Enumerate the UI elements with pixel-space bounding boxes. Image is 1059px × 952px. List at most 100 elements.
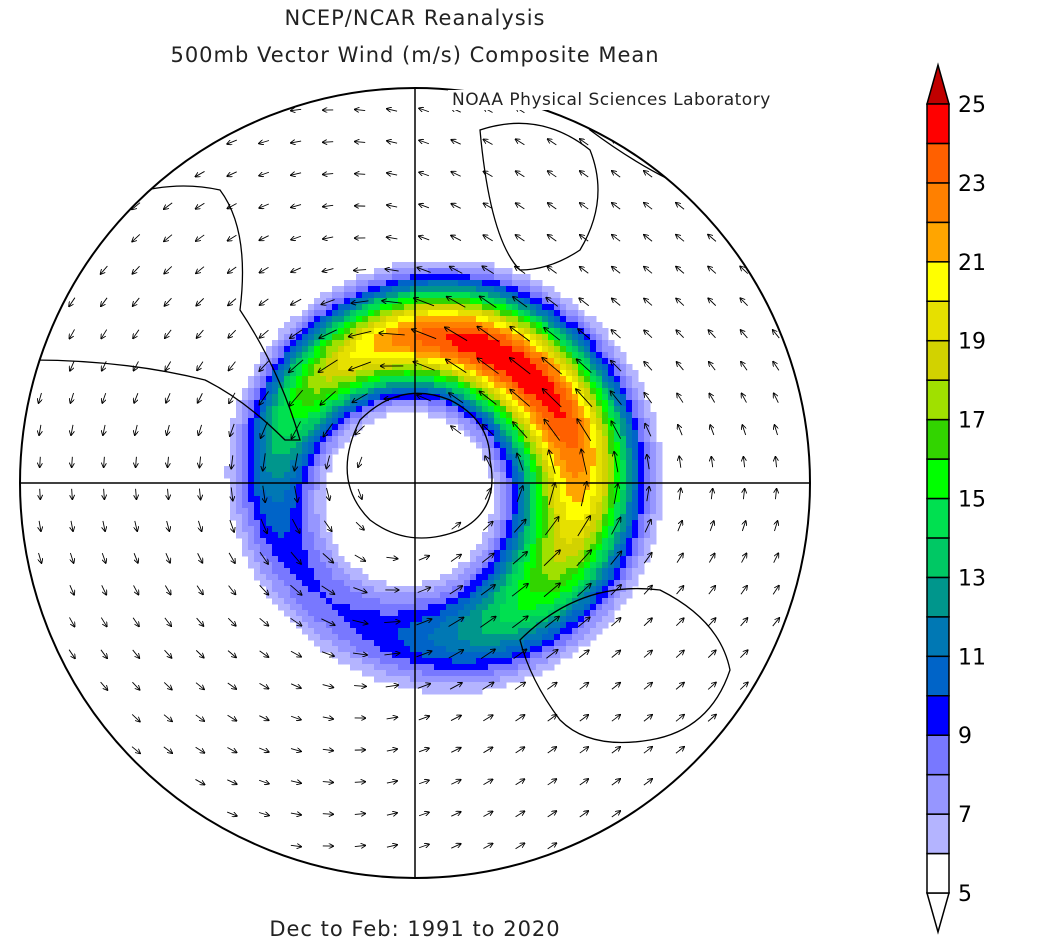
wind-speed-cell xyxy=(470,328,477,335)
wind-vector-arrow xyxy=(387,109,398,111)
wind-speed-cell xyxy=(482,328,489,335)
wind-speed-cell xyxy=(422,346,429,353)
wind-speed-cell xyxy=(518,658,525,665)
wind-speed-cell xyxy=(614,478,621,485)
wind-speed-cell xyxy=(536,430,543,437)
wind-speed-cell xyxy=(470,340,477,347)
wind-speed-cell xyxy=(356,604,363,611)
wind-speed-cell xyxy=(320,448,327,455)
wind-speed-cell xyxy=(278,526,285,533)
wind-speed-cell xyxy=(368,394,375,401)
wind-speed-cell xyxy=(446,646,453,653)
wind-speed-cell xyxy=(542,640,549,647)
wind-speed-cell xyxy=(500,322,507,329)
wind-speed-cell xyxy=(536,418,543,425)
wind-speed-cell xyxy=(518,376,525,383)
wind-vector-arrow xyxy=(70,361,75,371)
wind-speed-cell xyxy=(608,490,615,497)
wind-speed-cell xyxy=(308,430,315,437)
wind-vector-arrow xyxy=(195,714,204,721)
wind-vector-arrow xyxy=(741,362,748,371)
wind-speed-cell xyxy=(554,448,561,455)
wind-speed-cell xyxy=(284,352,291,359)
wind-vector-arrow xyxy=(579,715,588,722)
wind-speed-cell xyxy=(296,586,303,593)
wind-speed-cell xyxy=(446,658,453,665)
wind-speed-cell xyxy=(590,316,597,323)
wind-speed-cell xyxy=(386,340,393,347)
wind-speed-cell xyxy=(500,286,507,293)
wind-speed-cell xyxy=(296,346,303,353)
wind-speed-cell xyxy=(536,562,543,569)
wind-vector-arrow xyxy=(386,557,397,558)
wind-speed-cell xyxy=(302,394,309,401)
wind-vector-arrow xyxy=(322,814,333,815)
wind-speed-cell xyxy=(344,604,351,611)
wind-speed-cell xyxy=(632,550,639,557)
wind-speed-cell xyxy=(446,280,453,287)
wind-speed-cell xyxy=(470,604,477,611)
wind-speed-cell xyxy=(524,436,531,443)
wind-speed-cell xyxy=(230,442,237,449)
wind-speed-cell xyxy=(416,628,423,635)
wind-speed-cell xyxy=(638,514,645,521)
wind-speed-cell xyxy=(482,616,489,623)
wind-vector-arrow xyxy=(643,651,652,658)
wind-speed-cell xyxy=(518,526,525,533)
wind-speed-cell xyxy=(452,658,459,665)
wind-speed-cell xyxy=(638,394,645,401)
wind-speed-cell xyxy=(440,334,447,341)
wind-speed-cell xyxy=(476,370,483,377)
wind-vector-arrow xyxy=(775,489,776,500)
wind-speed-cell xyxy=(434,322,441,329)
wind-speed-cell xyxy=(488,454,495,461)
wind-speed-cell xyxy=(416,388,423,395)
wind-speed-cell xyxy=(296,490,303,497)
wind-speed-cell xyxy=(308,496,315,503)
wind-speed-cell xyxy=(422,286,429,293)
wind-speed-cell xyxy=(452,352,459,359)
wind-speed-cell xyxy=(278,550,285,557)
wind-vector-arrow xyxy=(445,327,468,342)
wind-speed-cell xyxy=(248,508,255,515)
wind-speed-cell xyxy=(308,436,315,443)
wind-speed-cell xyxy=(470,436,477,443)
wind-speed-cell xyxy=(506,442,513,449)
wind-speed-cell xyxy=(482,574,489,581)
title-line-1: NCEP/NCAR Reanalysis xyxy=(284,6,546,30)
wind-speed-cell xyxy=(620,556,627,563)
wind-speed-cell xyxy=(566,358,573,365)
wind-vector-arrow xyxy=(576,584,591,597)
wind-speed-cell xyxy=(524,670,531,677)
wind-speed-cell xyxy=(272,526,279,533)
wind-vector-arrow xyxy=(259,650,269,657)
wind-speed-cell xyxy=(566,328,573,335)
wind-speed-cell xyxy=(350,658,357,665)
wind-vector-arrow xyxy=(644,299,653,306)
wind-speed-cell xyxy=(290,436,297,443)
wind-speed-cell xyxy=(560,568,567,575)
wind-speed-cell xyxy=(326,592,333,599)
wind-speed-cell xyxy=(488,376,495,383)
wind-speed-cell xyxy=(542,622,549,629)
wind-speed-cell xyxy=(434,370,441,377)
wind-speed-cell xyxy=(566,364,573,371)
wind-speed-cell xyxy=(608,562,615,569)
wind-speed-cell xyxy=(578,592,585,599)
wind-speed-cell xyxy=(512,514,519,521)
wind-speed-cell xyxy=(422,316,429,323)
wind-speed-cell xyxy=(614,448,621,455)
wind-speed-cell xyxy=(482,418,489,425)
wind-speed-cell xyxy=(308,406,315,413)
wind-speed-cell xyxy=(398,634,405,641)
wind-speed-cell xyxy=(266,460,273,467)
wind-speed-cell xyxy=(362,280,369,287)
wind-speed-cell xyxy=(560,382,567,389)
wind-speed-cell xyxy=(560,424,567,431)
wind-speed-cell xyxy=(284,448,291,455)
wind-speed-cell xyxy=(500,310,507,317)
wind-vector-arrow xyxy=(104,488,105,499)
wind-speed-cell xyxy=(506,550,513,557)
wind-speed-cell xyxy=(380,346,387,353)
wind-vector-arrow xyxy=(773,330,780,339)
